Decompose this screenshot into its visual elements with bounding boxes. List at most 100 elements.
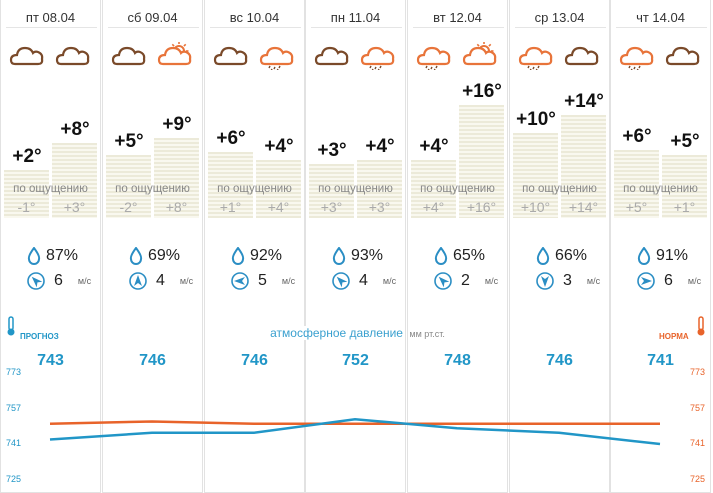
humidity-value: 91% (656, 247, 689, 264)
day-column[interactable]: пт 08.04 +2° +8° по ощущению -1° +3° 87% 6 м/с 74… (0, 0, 101, 493)
day-column[interactable]: чт 14.04 +6° +5° по ощущению +5° +1° 91% 6 м/с 74… (610, 0, 711, 493)
drop-icon (231, 247, 245, 265)
wind-unit: м/с (586, 276, 601, 286)
night-temp: +6° (216, 128, 246, 149)
wind-speed: 3 (563, 272, 572, 289)
cloud-icon (665, 42, 701, 70)
drop-icon (332, 247, 346, 265)
divider (515, 27, 606, 28)
feels-like-night: +1° (219, 199, 242, 215)
day-date: вт 12.04 (433, 10, 482, 25)
day-temp: +16° (462, 81, 502, 102)
divider (616, 27, 707, 28)
day-column[interactable]: пн 11.04 +3° +4° по ощущению +3° +3° 93% 4 м/с 75… (305, 0, 406, 493)
feels-like-label: по ощущению (217, 183, 292, 195)
feels-like-day: +3° (368, 199, 391, 215)
drop-icon (27, 247, 41, 265)
day-date: чт 14.04 (636, 10, 685, 25)
scale-label-left: 757 (6, 403, 22, 413)
pressure-value: 743 (37, 352, 64, 369)
scale-label-left: 741 (6, 438, 22, 448)
day-temp: +5° (670, 131, 700, 152)
feels-like-day: +16° (466, 199, 497, 215)
night-temp-bar (411, 160, 456, 218)
wind-speed: 5 (258, 272, 267, 289)
pressure-title: атмосферное давление мм рт.ст. (0, 324, 713, 342)
humidity-value: 92% (250, 247, 283, 264)
wind-speed: 4 (359, 272, 368, 289)
cloud-icon (9, 42, 45, 70)
cloud-icon (55, 42, 91, 70)
cloud-icon (314, 42, 350, 70)
divider (6, 27, 97, 28)
scale-label-right: 741 (690, 438, 706, 448)
wind-unit: м/с (484, 276, 499, 286)
day-column[interactable]: вс 10.04 +6° +4° по ощущению +1° +4° 92% 5 м/с 74… (204, 0, 305, 493)
pressure-value: 741 (647, 352, 674, 369)
feels-like-label: по ощущению (623, 183, 698, 195)
day-temp-bar (154, 138, 199, 218)
humidity-value: 93% (351, 247, 384, 264)
wind-speed: 4 (156, 272, 165, 289)
humidity: 92% (231, 247, 282, 265)
divider (210, 27, 301, 28)
night-temp: +3° (317, 140, 347, 161)
day-column[interactable]: вт 12.04 +4° +16° по ощущению +4° +16° 65% 2 м/с… (407, 0, 508, 493)
rain-cloud-icon (416, 42, 452, 72)
day-temp-bar (459, 105, 504, 218)
wind-unit: м/с (382, 276, 397, 286)
night-temp: +4° (419, 136, 449, 157)
drop-icon (536, 247, 550, 265)
feels-like-label: по ощущению (318, 183, 393, 195)
day-date: сб 09.04 (127, 10, 178, 25)
divider (413, 27, 504, 28)
night-temp: +10° (516, 109, 556, 130)
drop-icon (129, 247, 143, 265)
wind-direction-icon (434, 272, 452, 290)
humidity-value: 66% (555, 247, 588, 264)
feels-like-label: по ощущению (13, 183, 88, 195)
sun-cloud-icon (157, 41, 193, 70)
feels-like-night: -2° (119, 199, 138, 215)
humidity-value: 87% (46, 247, 79, 264)
humidity: 65% (434, 247, 485, 265)
humidity-value: 65% (453, 247, 486, 264)
night-temp: +6° (622, 126, 652, 147)
feels-like-night: +5° (625, 199, 648, 215)
day-temp-bar (357, 160, 402, 218)
pressure-value: 746 (546, 352, 573, 369)
feels-like-day: +14° (568, 199, 599, 215)
wind: 3 м/с (536, 272, 600, 290)
wind-direction-icon (27, 272, 45, 290)
wind-speed: 6 (664, 272, 673, 289)
feels-like-night: +3° (320, 199, 343, 215)
wind-unit: м/с (281, 276, 296, 286)
pressure-value: 746 (241, 352, 268, 369)
scale-label-left: 773 (6, 367, 22, 377)
thermometer-icon (696, 316, 706, 341)
day-column[interactable]: ср 13.04 +10° +14° по ощущению +10° +14° 66% 3 м… (509, 0, 610, 493)
thermometer-icon (6, 316, 16, 341)
humidity: 93% (332, 247, 383, 265)
wind-unit: м/с (179, 276, 194, 286)
wind-direction-icon (231, 272, 249, 290)
scale-label-right: 757 (690, 403, 706, 413)
day-temp: +4° (264, 136, 294, 157)
feels-like-label: по ощущению (420, 183, 495, 195)
day-temp: +4° (365, 136, 395, 157)
cloud-icon (111, 42, 147, 70)
wind: 4 м/с (332, 272, 396, 290)
feels-like-night: +4° (422, 199, 445, 215)
feels-like-label: по ощущению (522, 183, 597, 195)
day-temp: +9° (162, 114, 192, 135)
day-temp-bar (662, 155, 707, 218)
feels-like-day: +4° (267, 199, 290, 215)
humidity-value: 69% (148, 247, 181, 264)
rain-cloud-icon (619, 42, 655, 72)
day-temp-bar (256, 160, 301, 218)
day-column[interactable]: сб 09.04 +5° +9° по ощущению -2° +8° 69% 4 м/с 74… (102, 0, 203, 493)
wind: 2 м/с (434, 272, 498, 290)
cloud-icon (213, 42, 249, 70)
pressure-title-text: атмосферное давление (268, 326, 405, 340)
